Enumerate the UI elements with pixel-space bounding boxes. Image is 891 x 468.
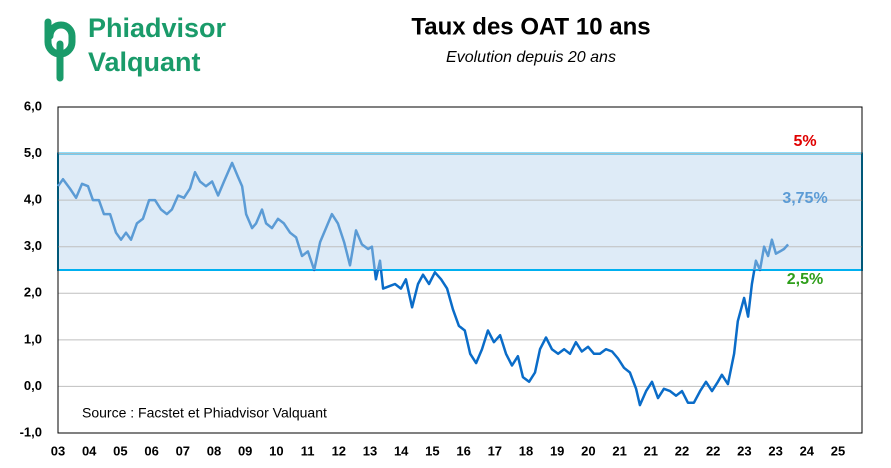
logo-icon	[44, 18, 76, 82]
plot-border	[57, 106, 863, 434]
x-tick-label: 06	[144, 443, 158, 458]
y-tick-label: 5,0	[24, 145, 42, 160]
y-tick-label: 3,0	[24, 238, 42, 253]
y-tick-label: 2,0	[24, 285, 42, 300]
x-tick-label: 07	[176, 443, 190, 458]
x-tick-label: 22	[675, 443, 689, 458]
x-tick-label: 22	[706, 443, 720, 458]
x-tick-label: 10	[269, 443, 283, 458]
x-tick-label: 11	[301, 443, 315, 458]
data-line	[56, 161, 790, 407]
annotation: 2,5%	[787, 271, 823, 288]
x-tick-label: 17	[488, 443, 502, 458]
x-tick-label: 12	[332, 443, 346, 458]
x-tick-label: 09	[238, 443, 252, 458]
x-tick-label: 24	[800, 443, 815, 458]
y-tick-label: 4,0	[24, 192, 42, 207]
y-tick-label: 6,0	[24, 98, 42, 113]
y-tick-label: 1,0	[24, 331, 42, 346]
x-tick-label: 08	[207, 443, 221, 458]
x-tick-label: 21	[612, 443, 626, 458]
x-tick-label: 23	[768, 443, 782, 458]
source-note: Source : Facstet et Phiadvisor Valquant	[82, 405, 327, 421]
x-tick-label: 25	[831, 443, 845, 458]
logo-text: Valquant	[88, 47, 201, 77]
x-tick-label: 05	[113, 443, 127, 458]
x-tick-label: 14	[394, 443, 409, 458]
annotation: 3,75%	[782, 190, 827, 207]
y-tick-label: -1,0	[20, 424, 42, 439]
x-tick-label: 15	[425, 443, 439, 458]
logo-text: Phiadvisor	[88, 13, 227, 43]
x-tick-label: 04	[82, 443, 97, 458]
x-tick-label: 19	[550, 443, 564, 458]
x-tick-label: 18	[519, 443, 533, 458]
x-tick-label: 16	[456, 443, 470, 458]
chart-subtitle: Evolution depuis 20 ans	[446, 49, 616, 66]
x-tick-label: 13	[363, 443, 377, 458]
chart-title: Taux des OAT 10 ans	[411, 13, 650, 40]
annotation: 5%	[793, 133, 816, 150]
x-tick-label: 03	[51, 443, 65, 458]
x-tick-label: 20	[581, 443, 595, 458]
x-tick-label: 21	[644, 443, 658, 458]
x-tick-label: 23	[737, 443, 751, 458]
range-band	[57, 152, 863, 271]
y-tick-label: 0,0	[24, 378, 42, 393]
